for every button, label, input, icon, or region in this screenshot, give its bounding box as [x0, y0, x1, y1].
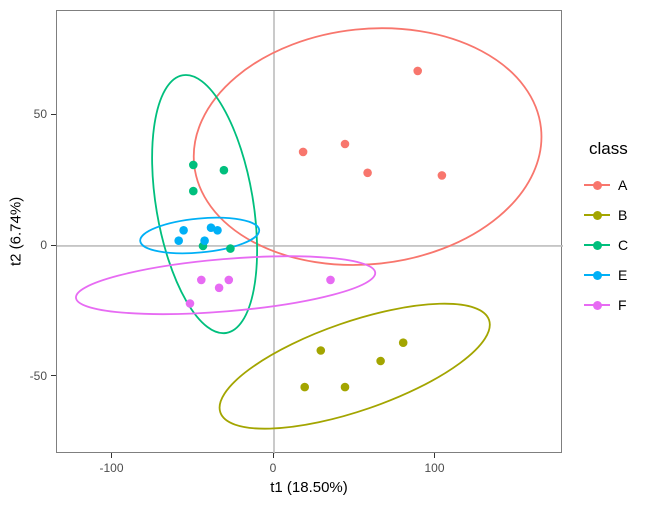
data-point-B	[340, 382, 350, 392]
legend-entry-B: B	[584, 200, 628, 230]
data-point-F	[224, 275, 234, 285]
data-point-F	[197, 275, 206, 285]
x-tick-label: -100	[99, 461, 124, 475]
legend-entry-label: E	[618, 267, 628, 283]
data-point-F	[326, 275, 335, 285]
data-point-B	[398, 338, 408, 348]
confidence-ellipse-E	[139, 216, 261, 255]
x-tick-mark	[272, 453, 274, 458]
data-point-E	[206, 223, 216, 232]
confidence-ellipse-A	[192, 27, 543, 266]
legend-key	[584, 230, 610, 260]
legend-entry-E: E	[584, 260, 628, 290]
legend-key	[584, 200, 610, 230]
y-tick-label: 0	[40, 238, 47, 252]
confidence-ellipse-C	[151, 74, 258, 335]
legend-entry-F: F	[584, 290, 628, 320]
x-axis-title: t1 (18.50%)	[270, 479, 348, 496]
legend-key	[584, 260, 610, 290]
y-axis-title: t2 (6.74%)	[7, 196, 25, 267]
y-tick-mark	[51, 375, 56, 377]
legend-title: class	[589, 139, 628, 158]
y-tick-mark	[51, 244, 56, 246]
legend-entry-label: F	[618, 297, 627, 313]
plot-panel	[56, 10, 563, 454]
data-point-B	[376, 356, 385, 366]
data-point-E	[179, 226, 188, 235]
legend-key	[584, 170, 610, 200]
data-point-C	[189, 160, 198, 170]
data-point-F	[185, 299, 195, 308]
data-point-E	[213, 226, 222, 235]
confidence-ellipse-B	[218, 302, 491, 430]
data-point-B	[300, 382, 309, 392]
confidence-ellipse-F	[75, 255, 377, 316]
data-point-E	[200, 236, 209, 245]
legend-key-point-icon	[593, 271, 602, 280]
data-point-A	[298, 147, 308, 157]
data-point-F	[214, 283, 224, 293]
data-point-B	[316, 346, 326, 355]
y-tick-label: 50	[33, 107, 47, 122]
legend-key-point-icon	[593, 211, 602, 220]
data-point-A	[363, 168, 372, 178]
legend-key-point-icon	[593, 301, 602, 310]
data-point-E	[174, 236, 183, 245]
legend-key-point-icon	[593, 241, 602, 250]
plot-panel-svg	[57, 11, 563, 454]
legend-entry-label: A	[618, 177, 628, 193]
data-point-C	[226, 244, 235, 253]
x-tick-mark	[434, 453, 435, 458]
legend-key	[584, 290, 610, 320]
data-point-C	[219, 165, 229, 175]
x-tick-mark	[111, 453, 112, 458]
legend-entry-label: B	[618, 207, 628, 223]
legend-entry-A: A	[584, 170, 628, 200]
legend-key-point-icon	[593, 181, 602, 190]
data-point-C	[189, 186, 198, 196]
y-tick-mark	[51, 113, 56, 115]
legend-entry-C: C	[584, 230, 628, 260]
data-point-A	[340, 139, 350, 149]
legend-entry-label: C	[618, 237, 629, 253]
data-point-A	[413, 66, 423, 76]
x-tick-label: 100	[424, 461, 445, 475]
data-point-A	[437, 171, 447, 180]
y-tick-label: -50	[29, 368, 47, 383]
x-tick-label: 0	[269, 461, 277, 475]
